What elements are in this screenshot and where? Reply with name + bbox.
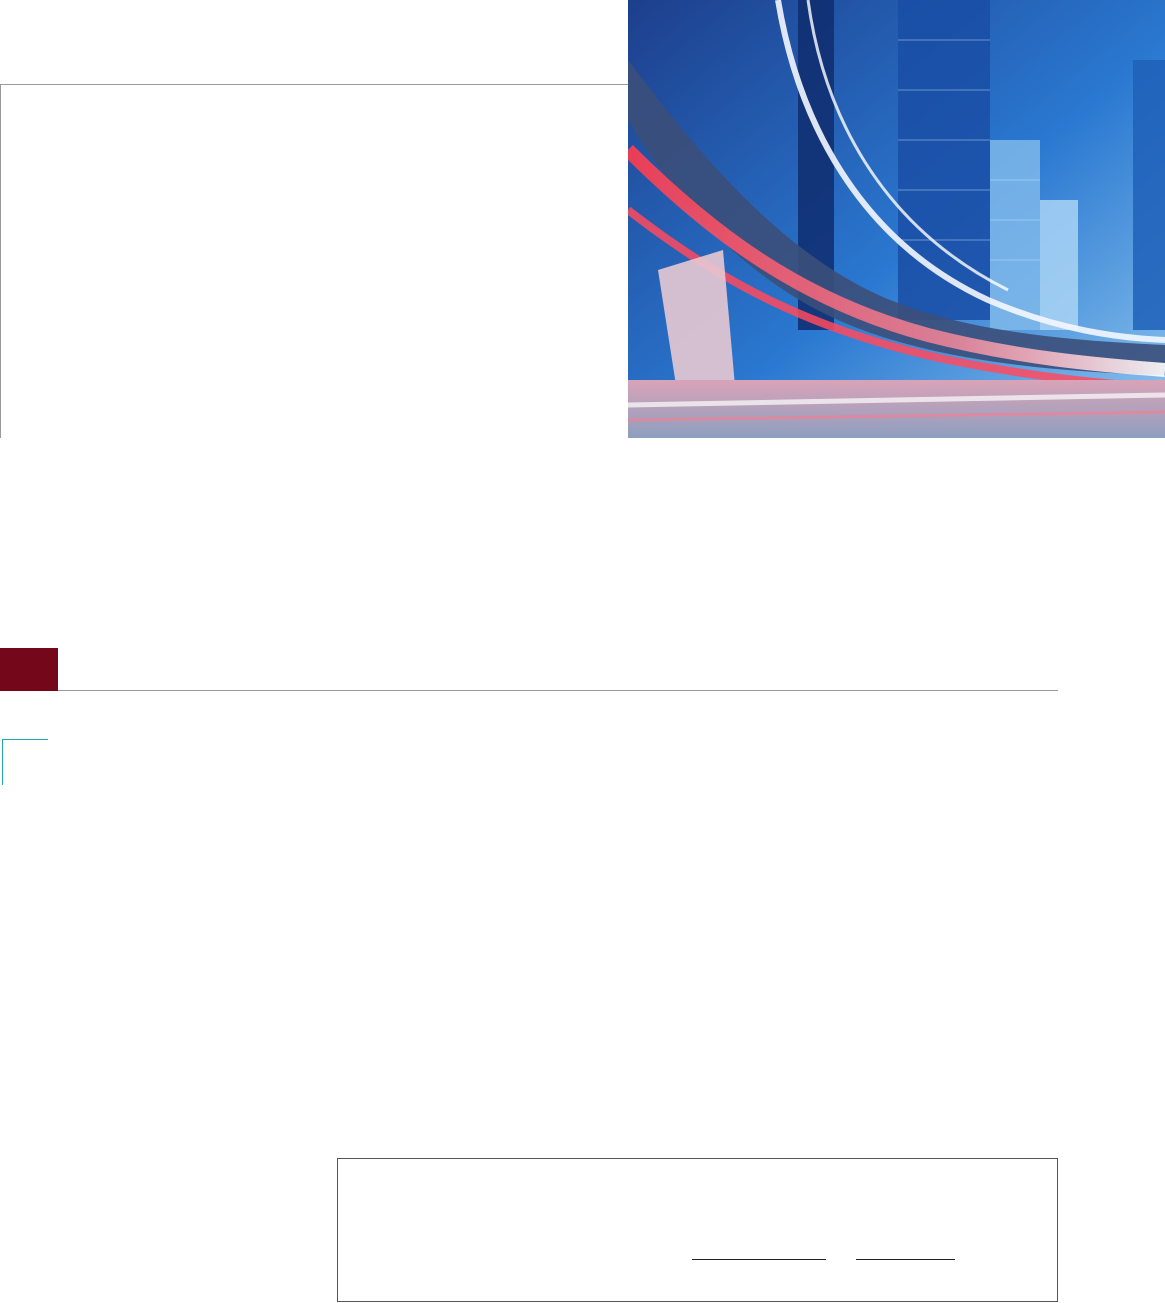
blank-line <box>692 1259 826 1260</box>
answer-box <box>337 1158 1058 1302</box>
corner-bracket <box>2 739 48 785</box>
top-frame <box>0 84 628 438</box>
city-highway-photo <box>628 0 1165 438</box>
light-trails-image <box>628 0 1165 438</box>
blank-line <box>856 1259 955 1260</box>
section-marker <box>0 648 58 691</box>
section-divider <box>58 690 1058 691</box>
